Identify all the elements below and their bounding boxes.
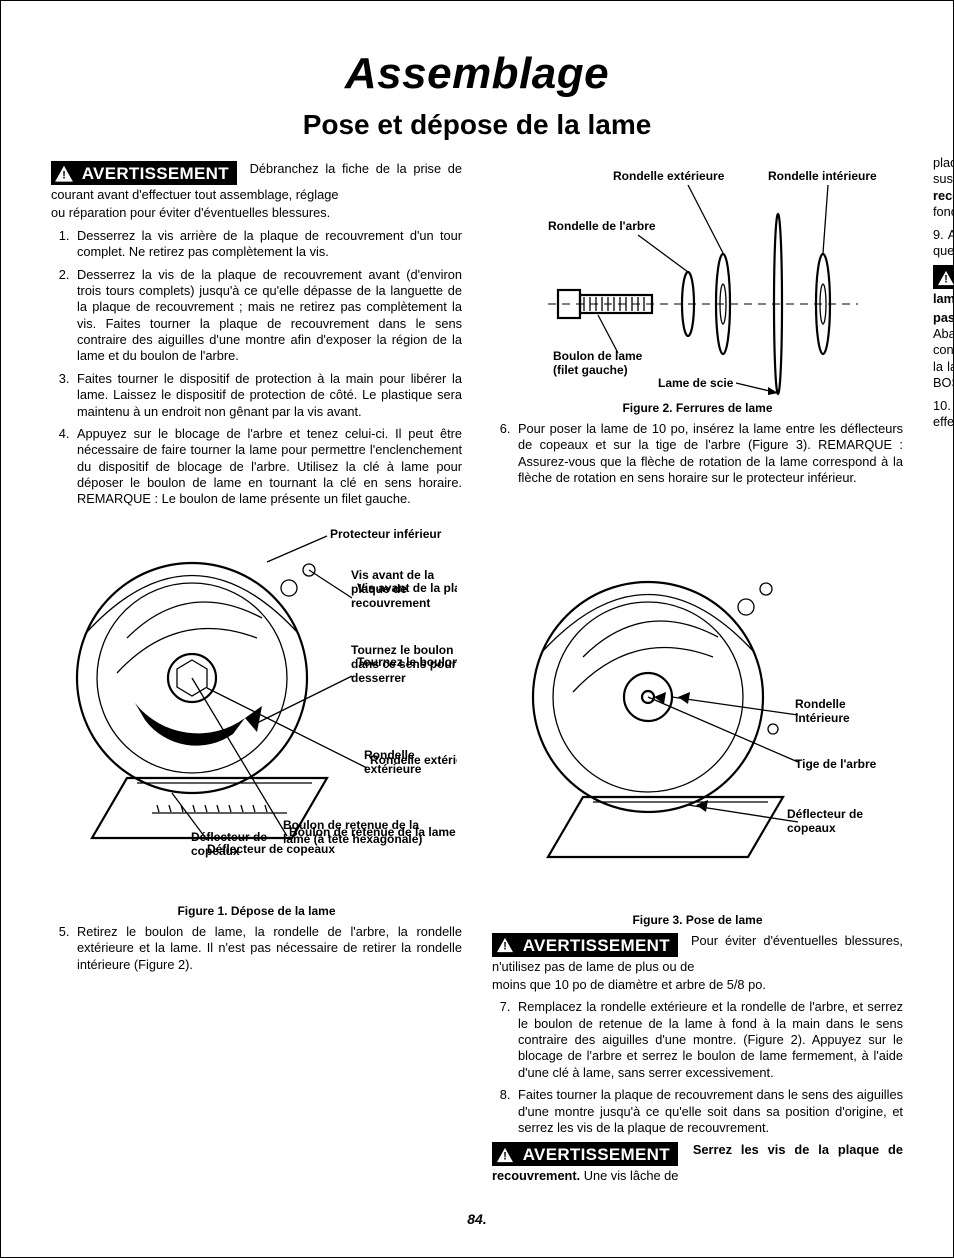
warning-badge: ! AVERTISSEMENT xyxy=(51,161,237,185)
two-column-body: ! AVERTISSEMENT Débranchez la fiche de l… xyxy=(51,155,903,1205)
warning-label: AVERTISSEMENT xyxy=(82,164,229,183)
list-item: Faites tourner la plaque de recouvrement… xyxy=(514,1087,903,1136)
list-item: Pour poser la lame de 10 po, insérez la … xyxy=(514,421,903,487)
warning-label: AVERTISSEMENT xyxy=(523,1145,670,1164)
step-9: 9. Assurez-vous que le blocage de l'arbr… xyxy=(933,227,954,260)
fig-label: Rondelle extérieure xyxy=(364,748,444,776)
fig-label: Tige de l'arbre xyxy=(795,757,890,771)
text-bold: pas l'insert de table aux positions de b… xyxy=(933,310,954,325)
svg-text:!: ! xyxy=(944,273,948,285)
fig-label: Lame de scie xyxy=(658,376,734,390)
warning-cont-text: moins que 10 po de diamètre et arbre de … xyxy=(492,977,903,993)
text: plaque de recouvrement peut gêner le pro… xyxy=(933,155,954,186)
figure-2: Rondelle extérieure Rondelle intérieure … xyxy=(492,155,903,415)
section-title: Pose et dépose de la lame xyxy=(51,109,903,141)
warning-block: ! AVERTISSEMENT Après avoir posé une nou… xyxy=(933,265,954,307)
list-item: Faites tourner le dispositif de protecti… xyxy=(73,371,462,420)
page-title: Assemblage xyxy=(51,49,903,99)
page-number: 84. xyxy=(51,1211,903,1227)
figure-3: Rondelle intérieure Tige de l'arbre Défl… xyxy=(492,537,903,927)
list-item: Desserrez la vis arrière de la plaque de… xyxy=(73,228,462,261)
fig-label: Rondelle de l'arbre xyxy=(548,219,656,233)
text: Abaissez la lame dans la fente de la tab… xyxy=(933,326,954,390)
fig-label: Déflecteur de copeaux xyxy=(787,807,887,835)
figure-1: Protecteur inférieur Vis avant de la pla… xyxy=(51,518,462,918)
warning-body: pas l'insert de table aux positions de b… xyxy=(933,310,954,392)
fig-label: Tournez le boulon dans ce sens pour dess… xyxy=(351,643,471,685)
warning-badge: ! AVERTISSEMENT xyxy=(492,1142,678,1166)
svg-text:!: ! xyxy=(62,169,66,181)
fig-label: Rondelle intérieure xyxy=(768,169,877,183)
warning-block: ! AVERTISSEMENT Pour éviter d'éventuelle… xyxy=(492,933,903,975)
fig-label: Rondelle extérieure xyxy=(613,169,725,183)
figure-caption: Figure 1. Dépose de la lame xyxy=(51,904,462,918)
warning-triangle-icon: ! xyxy=(496,937,514,953)
warning-block: ! AVERTISSEMENT Serrez les vis de la pla… xyxy=(492,1142,903,1184)
warning-triangle-icon: ! xyxy=(937,270,954,286)
figure-caption: Figure 2. Ferrures de lame xyxy=(492,401,903,415)
fig-label: Boulon de lame(filet gauche) xyxy=(553,349,643,377)
figure-caption: Figure 3. Pose de lame xyxy=(492,913,903,927)
warning-block: ! AVERTISSEMENT Débranchez la fiche de l… xyxy=(51,161,462,203)
warning-body: plaque de recouvrement peut gêner le pro… xyxy=(933,155,954,221)
step-list-a: Desserrez la vis arrière de la plaque de… xyxy=(51,228,462,508)
list-item: Desserrez la vis de la plaque de recouvr… xyxy=(73,267,462,365)
step-5: Retirez le boulon de lame, la rondelle d… xyxy=(51,924,462,973)
warning-badge: ! AVERTISSEMENT xyxy=(492,933,678,957)
manual-page: Assemblage Pose et dépose de la lame ! A… xyxy=(0,0,954,1258)
warning-label: AVERTISSEMENT xyxy=(523,936,670,955)
warning-cont-text: ou réparation pour éviter d'éventuelles … xyxy=(51,205,462,221)
list-item: Retirez le boulon de lame, la rondelle d… xyxy=(73,924,462,973)
fig-label: Boulon de retenue de la lame (à tête hex… xyxy=(283,818,423,846)
fig-label: Vis avant de la plaque de recouvrement xyxy=(351,568,461,610)
svg-text:!: ! xyxy=(503,940,507,952)
warning-triangle-icon: ! xyxy=(496,1147,514,1163)
step-list-b: Remplacez la rondelle extérieure et la r… xyxy=(492,999,903,1136)
list-item: Appuyez sur le blocage de l'arbre et ten… xyxy=(73,426,462,508)
list-item: Remplacez la rondelle extérieure et la r… xyxy=(514,999,903,1081)
figure-2-svg: Rondelle extérieure Rondelle intérieure … xyxy=(518,155,878,395)
step-6: Pour poser la lame de 10 po, insérez la … xyxy=(492,421,903,487)
warning-badge: ! AVERTISSEMENT xyxy=(933,265,954,289)
fig-label: Rondelle intérieure xyxy=(795,697,880,725)
warning-triangle-icon: ! xyxy=(55,166,73,182)
fig-label: Déflecteur de copeaux xyxy=(191,830,281,858)
step-10: 10. Remettez la clé à lame dans la zone … xyxy=(933,398,954,431)
warning-cont-text: Une vis lâche de xyxy=(584,1168,679,1183)
svg-text:!: ! xyxy=(503,1150,507,1162)
fig-label: Protecteur inférieur xyxy=(330,527,442,541)
